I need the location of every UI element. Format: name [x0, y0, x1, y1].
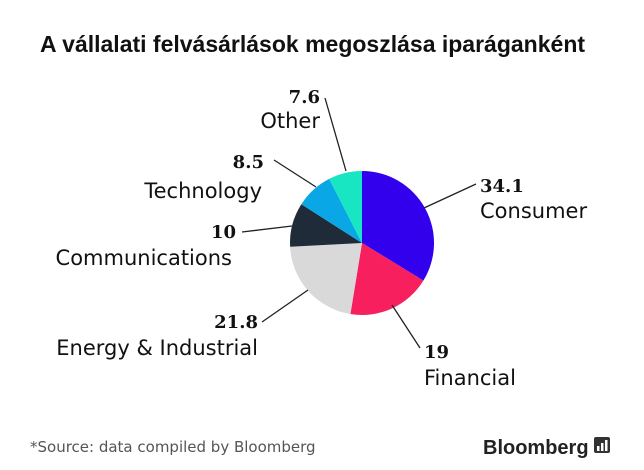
data-label-consumer: 34.1	[480, 176, 524, 197]
pie-slice-communications	[290, 204, 362, 247]
source-note: *Source: data compiled by Bloomberg	[30, 438, 316, 456]
pie-slice-other	[329, 171, 362, 243]
category-label-consumer: Consumer	[480, 199, 587, 223]
pie-slice-consumer	[362, 171, 434, 281]
pie-slices	[290, 171, 434, 315]
leader-line-financial	[391, 304, 421, 349]
data-label-technology: 8.5	[233, 152, 264, 173]
pie-slice-technology	[301, 178, 362, 243]
category-label-financial: Financial	[424, 366, 516, 390]
leader-line-other	[324, 97, 347, 172]
leader-line-technology	[273, 159, 317, 188]
data-label-financial: 19	[424, 342, 449, 363]
data-label-other: 7.6	[289, 87, 320, 108]
leader-line-consumer	[423, 183, 477, 209]
brand-logo: Bloomberg	[483, 437, 589, 459]
category-label-energy-industrial: Energy & Industrial	[56, 336, 258, 360]
leader-line-energy-industrial	[261, 289, 309, 323]
category-label-other: Other	[260, 109, 320, 133]
bar-chart-icon	[594, 437, 610, 453]
data-label-energy-industrial: 21.8	[214, 312, 258, 333]
pie-slice-energy-industrial	[290, 243, 362, 315]
data-label-communications: 10	[211, 222, 236, 243]
leader-line-communications	[241, 225, 293, 233]
pie-slice-financial	[350, 243, 424, 315]
chart-title: A vállalati felvásárlások megoszlása ipa…	[40, 31, 585, 57]
category-label-technology: Technology	[143, 179, 262, 203]
category-label-communications: Communications	[56, 246, 232, 270]
